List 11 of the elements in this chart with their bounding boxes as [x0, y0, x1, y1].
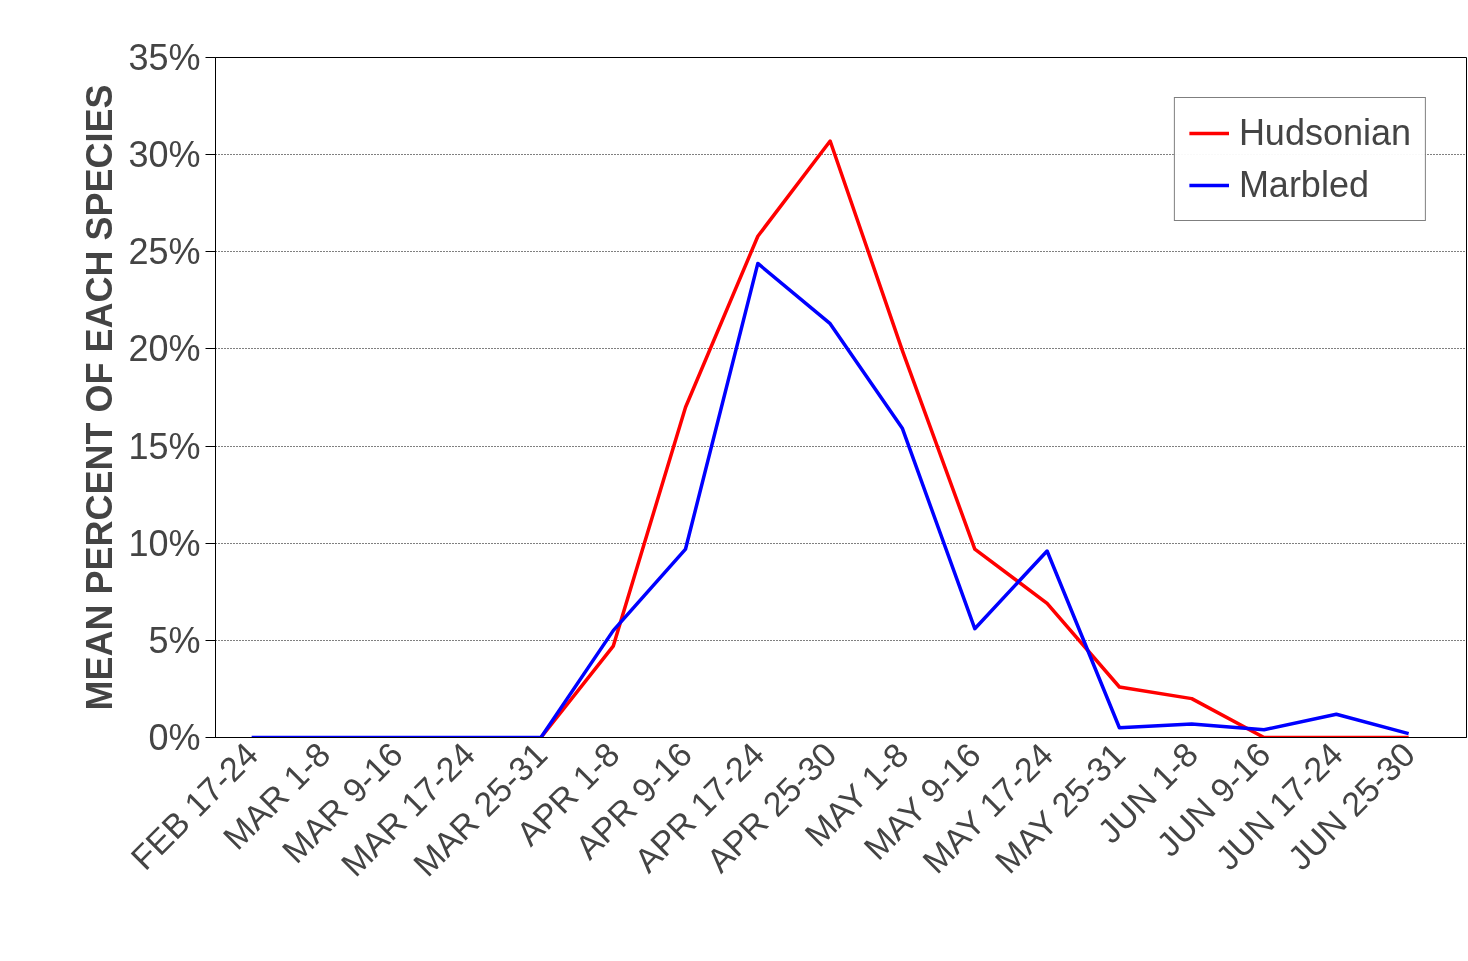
y-axis-title: MEAN PERCENT OF EACH SPECIES: [79, 84, 121, 711]
y-tick-label: 30%: [128, 134, 201, 176]
y-tick-label: 20%: [128, 328, 201, 370]
y-tick-label: 25%: [128, 231, 201, 273]
line-series: [249, 261, 1411, 738]
y-tick-label: 15%: [128, 425, 201, 467]
legend-label: Marbled: [1238, 164, 1369, 206]
y-tick-label: 35%: [128, 37, 201, 78]
y-tick-label: 10%: [128, 522, 201, 564]
legend-label: Hudsonian: [1238, 112, 1411, 154]
y-tick-label: 5%: [148, 619, 201, 661]
